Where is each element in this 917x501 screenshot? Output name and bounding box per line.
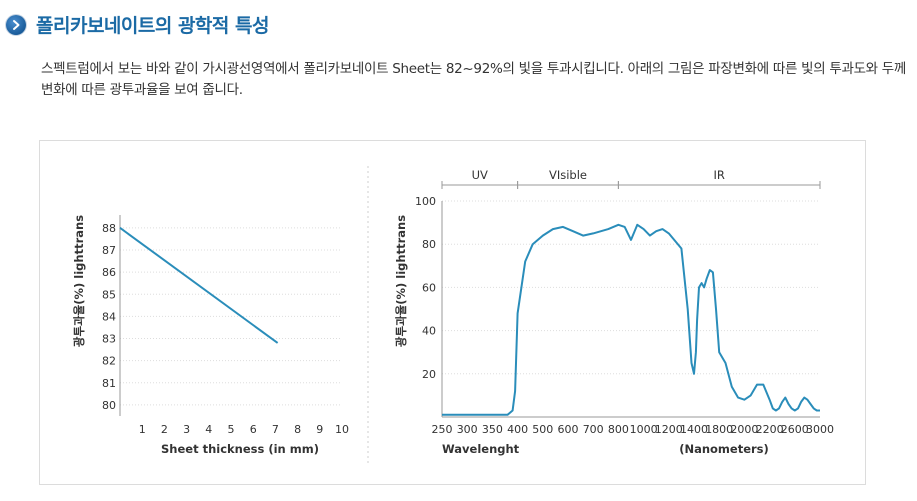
right-x-tick-label: 300 — [457, 423, 478, 436]
right-x-tick-label: 2000 — [730, 423, 758, 436]
right-x-tick-label: 3000 — [806, 423, 834, 436]
right-x-tick-label: 350 — [482, 423, 503, 436]
charts-svg: 80 81 82 83 84 85 86 87 88 1 2 3 4 5 6 7 8 9 10 Sheet thick… — [72, 166, 834, 466]
left-x-axis-title: Sheet thickness (in mm) — [161, 442, 319, 456]
right-x-tick-label: 700 — [583, 423, 604, 436]
right-y-tick-label: 100 — [415, 195, 436, 208]
right-x-tick-label: 1200 — [655, 423, 683, 436]
right-x-tick-label: 2200 — [756, 423, 784, 436]
left-x-tick-label: 7 — [272, 423, 279, 436]
right-y-tick-label: 80 — [422, 238, 436, 251]
left-y-tick-label: 80 — [102, 399, 116, 412]
right-x-tick-label: 400 — [507, 423, 528, 436]
left-y-tick-label: 83 — [102, 333, 116, 346]
left-x-tick-label: 3 — [183, 423, 190, 436]
right-x-tick-label: 1800 — [705, 423, 733, 436]
right-y-axis-title: 광투과율(%) lighttrans — [394, 215, 408, 347]
band-label: VIsible — [549, 168, 587, 182]
right-x-tick-label: 2600 — [781, 423, 809, 436]
chart-panel: 80 81 82 83 84 85 86 87 88 1 2 3 4 5 6 7 8 9 10 Sheet thick… — [39, 140, 866, 485]
left-y-axis-title: 광투과율(%) lighttrans — [72, 215, 86, 347]
left-x-tick-label: 5 — [228, 423, 235, 436]
right-x-tick-label: 500 — [532, 423, 553, 436]
left-x-tick-label: 9 — [316, 423, 323, 436]
left-series-line — [119, 227, 279, 344]
right-y-tick-label: 20 — [422, 368, 436, 381]
right-series-line — [442, 223, 820, 416]
right-x-axis-title: (Nanometers) — [679, 442, 769, 456]
right-y-tick-label: 60 — [422, 281, 436, 294]
left-y-tick-label: 87 — [102, 244, 116, 257]
left-x-tick-label: 2 — [161, 423, 168, 436]
left-x-tick-label: 6 — [250, 423, 257, 436]
band-label: IR — [714, 168, 725, 182]
section-title: 폴리카보네이트의 광학적 특성 — [36, 15, 269, 37]
left-y-tick-label: 84 — [102, 310, 116, 323]
left-x-tick-label: 10 — [335, 423, 349, 436]
left-y-tick-label: 88 — [102, 222, 116, 235]
left-y-tick-label: 85 — [102, 288, 116, 301]
right-x-tick-label: 1400 — [680, 423, 708, 436]
left-x-tick-label: 4 — [205, 423, 212, 436]
chevron-right-icon — [6, 15, 26, 35]
band-label: UV — [472, 168, 488, 182]
left-y-tick-label: 86 — [102, 266, 116, 279]
left-y-tick-label: 81 — [102, 377, 116, 390]
right-x-tick-label: 600 — [558, 423, 579, 436]
intro-paragraph: 스펙트럼에서 보는 바와 같이 가시광선영역에서 폴리카보네이트 Sheet는 … — [41, 61, 907, 98]
right-x-tick-label: 1000 — [630, 423, 658, 436]
right-x-tick-label: 800 — [608, 423, 629, 436]
right-x-axis-title-left: Wavelenght — [442, 442, 520, 456]
right-y-tick-label: 40 — [422, 325, 436, 338]
left-y-tick-label: 82 — [102, 355, 116, 368]
left-x-tick-label: 8 — [294, 423, 301, 436]
left-x-tick-label: 1 — [139, 423, 146, 436]
right-x-tick-label: 250 — [432, 423, 453, 436]
